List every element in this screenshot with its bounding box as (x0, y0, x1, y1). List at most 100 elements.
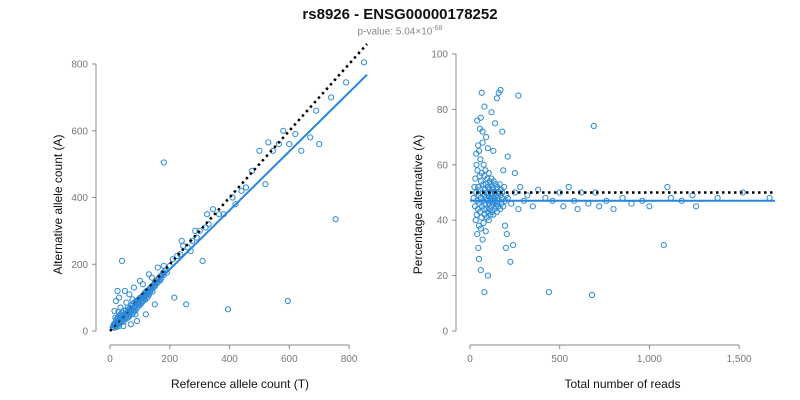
data-point (610, 206, 617, 213)
data-point (474, 117, 481, 124)
data-point (503, 231, 510, 238)
data-point (493, 95, 500, 102)
data-point (112, 297, 120, 305)
data-point (139, 281, 146, 288)
y-tick-label: 100 (431, 50, 448, 61)
data-point (501, 222, 509, 229)
data-point (482, 228, 489, 235)
data-point (133, 317, 140, 325)
y-axis-title: Alternative allele count (A) (51, 134, 65, 274)
data-point (504, 153, 511, 160)
data-point (332, 216, 339, 223)
data-point (171, 294, 178, 301)
data-point (565, 183, 572, 191)
data-point (501, 183, 508, 191)
data-point (204, 211, 211, 218)
y-axis-title: Percentage alternative (A) (411, 135, 425, 274)
data-point (307, 134, 314, 141)
data-point (136, 301, 143, 309)
data-point (183, 301, 190, 308)
data-point (475, 244, 482, 251)
data-point (216, 211, 223, 218)
y-tick-label: 0 (82, 327, 88, 338)
data-point (481, 103, 488, 110)
p-value-exponent: -68 (432, 25, 443, 32)
y-tick-label: 20 (437, 271, 449, 282)
data-point (477, 156, 484, 163)
data-point (485, 170, 492, 177)
chart-title: rs8926 - ENSG00000178252 (302, 6, 498, 23)
data-point (265, 139, 272, 146)
reference-line (109, 43, 368, 332)
x-tick-label: 400 (221, 354, 238, 365)
data-point (192, 227, 199, 234)
data-point (121, 287, 129, 295)
data-point (478, 89, 485, 96)
data-point (515, 92, 522, 99)
data-point (472, 175, 479, 182)
data-point (483, 134, 490, 141)
data-point (142, 311, 149, 318)
data-point (210, 206, 217, 213)
data-point (328, 94, 335, 101)
data-point (480, 161, 487, 168)
data-point (545, 289, 553, 296)
data-point (151, 301, 158, 308)
data-point (560, 203, 567, 210)
data-point (120, 322, 127, 330)
data-point (114, 287, 121, 295)
data-point (488, 109, 495, 116)
data-point (127, 321, 134, 328)
x-tick-label: 500 (551, 354, 568, 365)
data-point (360, 59, 368, 66)
data-point (515, 206, 522, 213)
data-point (484, 272, 491, 279)
data-point (148, 274, 155, 281)
y-tick-label: 600 (71, 126, 88, 137)
fit-line (109, 73, 368, 330)
data-point (474, 231, 481, 238)
data-point (242, 184, 250, 191)
data-point (136, 277, 143, 284)
data-point (475, 255, 483, 263)
data-point (500, 167, 507, 174)
data-point (471, 183, 478, 191)
data-point (479, 128, 486, 135)
x-tick-label: 600 (281, 354, 298, 365)
data-point (178, 237, 185, 244)
y-tick-label: 200 (71, 260, 88, 271)
data-point (111, 307, 118, 315)
data-point (262, 181, 269, 188)
data-point (145, 271, 152, 278)
data-point (129, 296, 136, 303)
data-point (500, 203, 507, 210)
data-point (477, 267, 484, 274)
data-point (130, 284, 137, 291)
data-point (473, 161, 480, 168)
data-point (160, 262, 167, 269)
data-point (149, 288, 156, 295)
data-point (284, 297, 291, 305)
y-tick-label: 0 (442, 327, 448, 338)
data-point (238, 187, 245, 194)
data-point (664, 183, 671, 191)
p-value-text: p-value: 5.04×10 (357, 26, 433, 38)
chart-subtitle: p-value: 5.04×10-68 (0, 25, 800, 37)
data-point (313, 107, 320, 114)
data-point (160, 159, 167, 166)
data-point (229, 194, 236, 201)
data-point (174, 252, 181, 259)
x-tick-label: 0 (107, 354, 113, 365)
panel-allele-counts: 0 200 400 600 800 0 200 400 600 800 Reference alle… (51, 43, 368, 391)
x-tick-label: 1,500 (727, 354, 752, 365)
y-tick-label: 80 (437, 105, 449, 116)
data-point (596, 203, 603, 210)
data-point (115, 322, 123, 330)
y-tick-label: 60 (437, 160, 449, 171)
data-point (132, 311, 139, 318)
data-point (154, 264, 161, 271)
data-point (163, 269, 170, 276)
data-point (126, 291, 133, 298)
data-point (588, 291, 596, 299)
